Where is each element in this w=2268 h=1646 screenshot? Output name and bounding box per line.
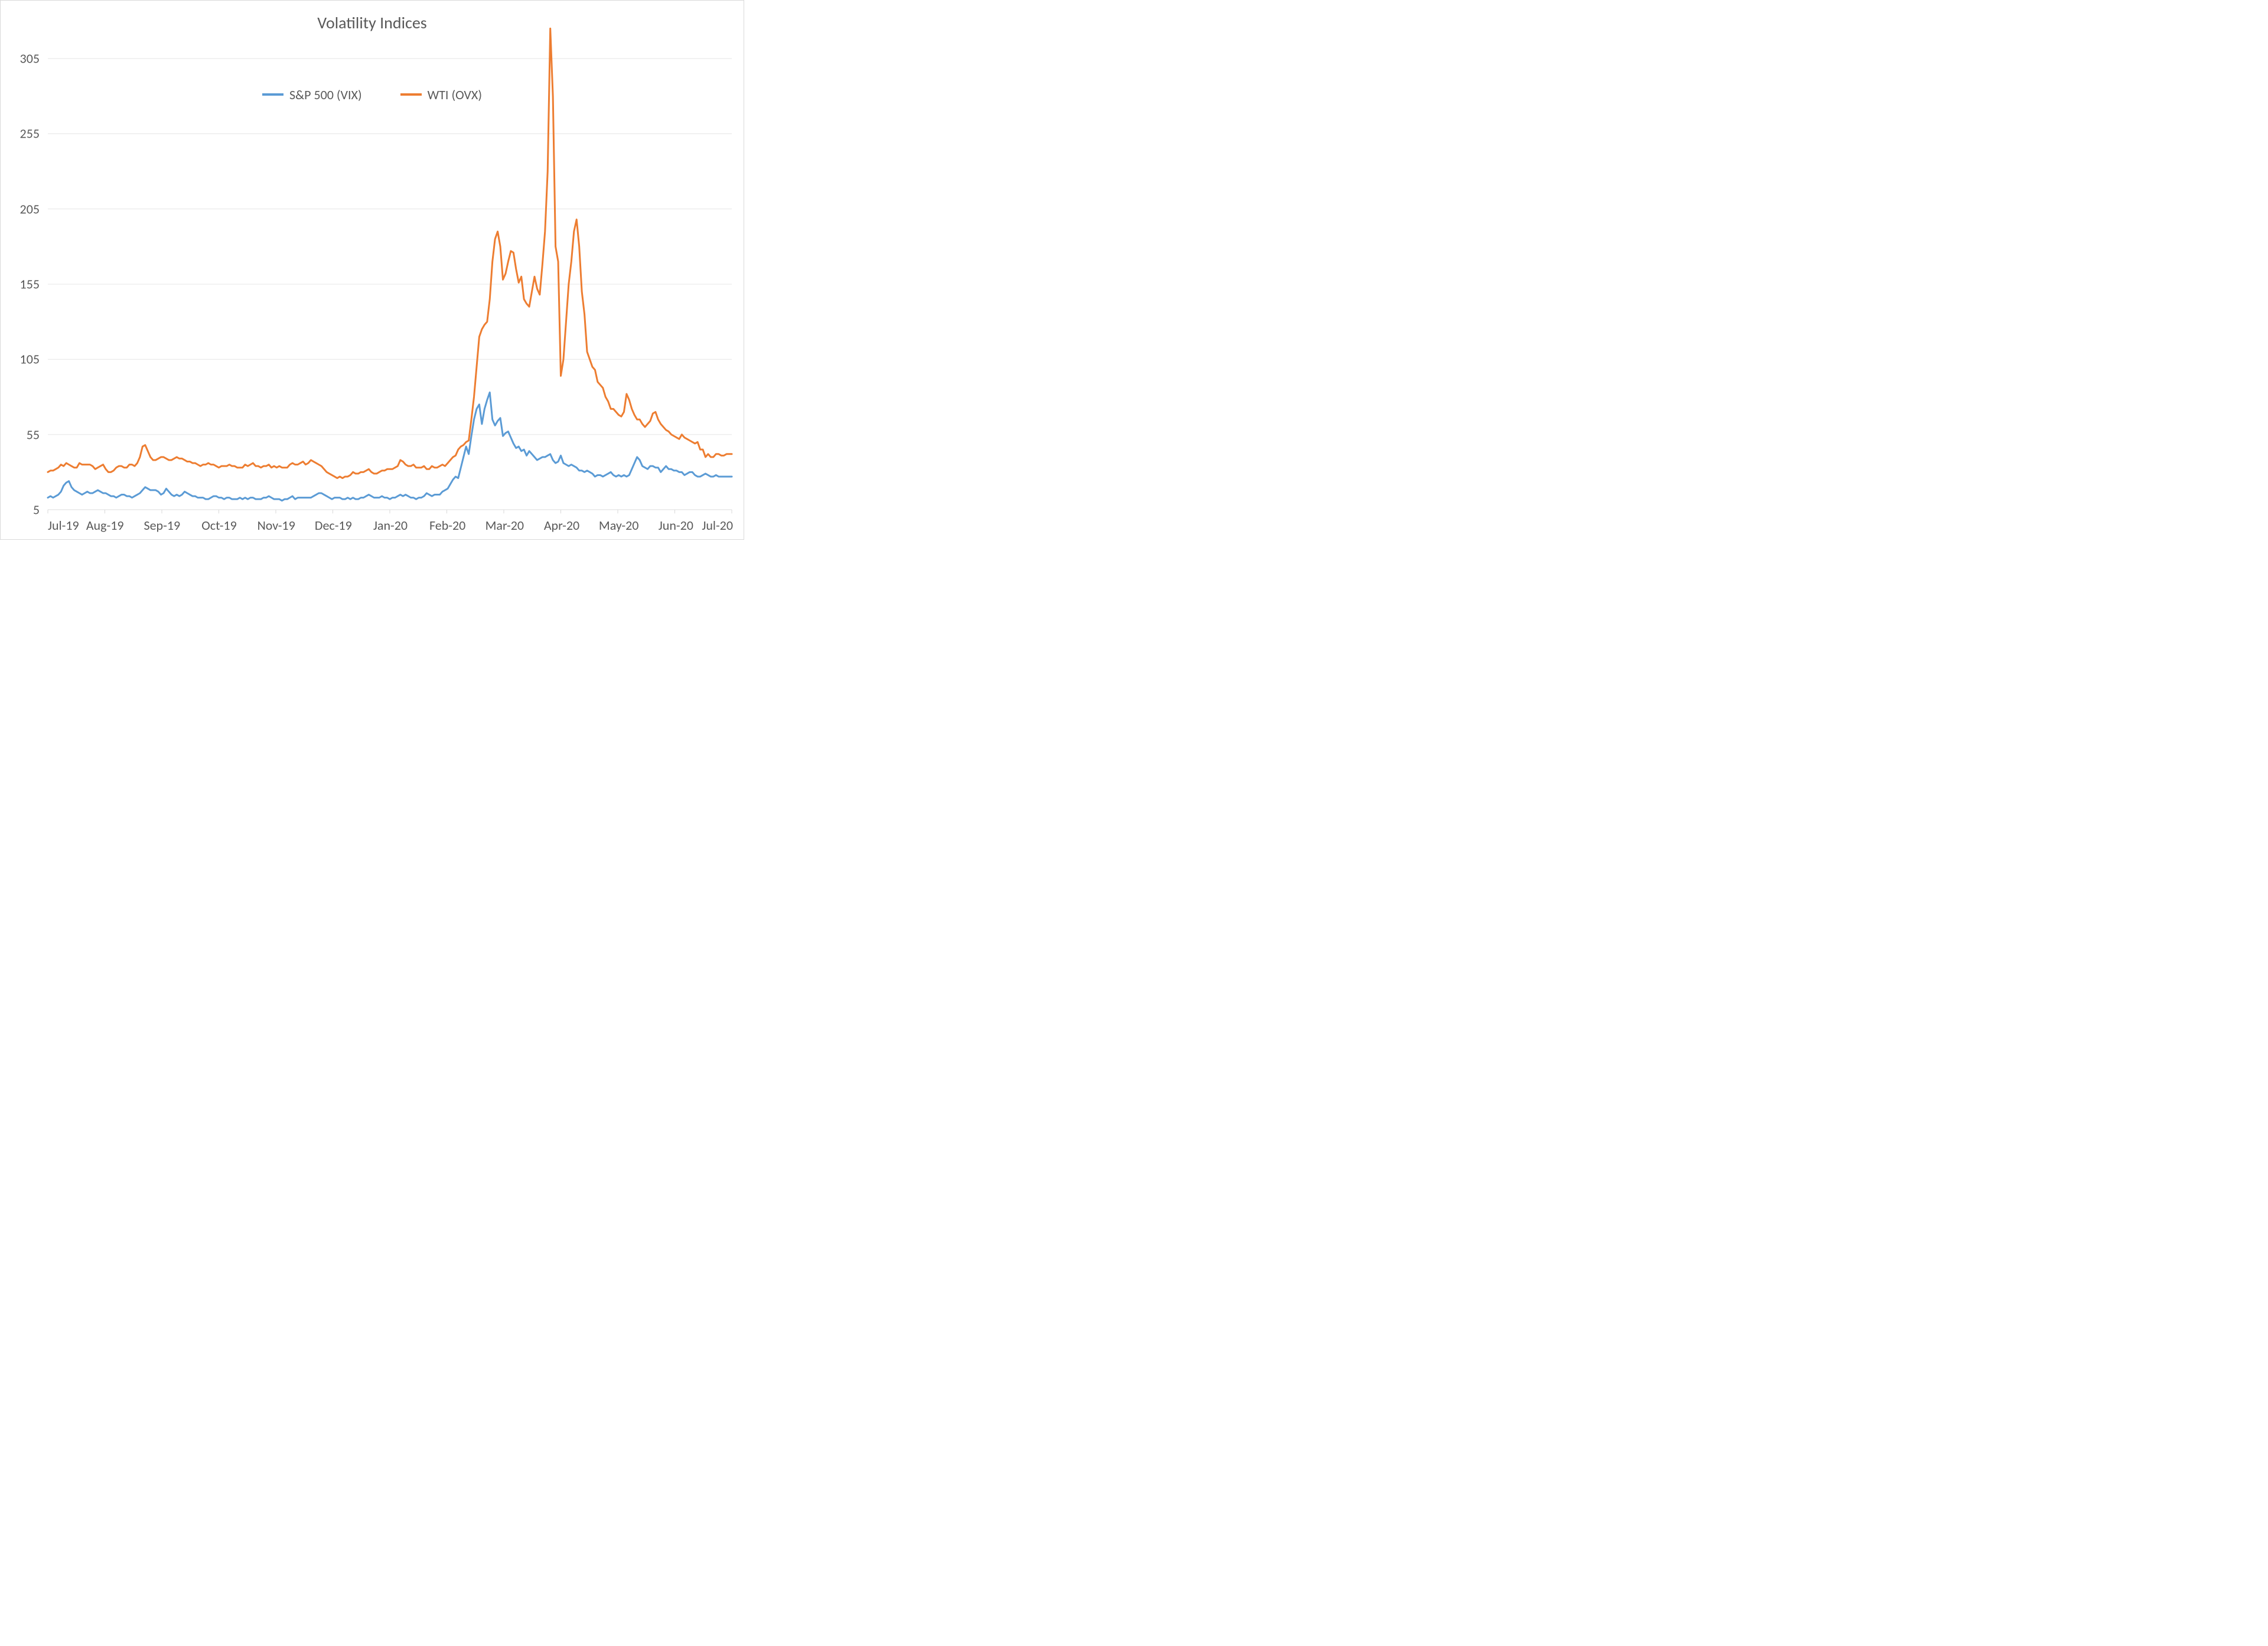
x-tick-label: Mar-20 (485, 517, 524, 533)
series-wti-ovx- (48, 28, 732, 478)
plot-svg (48, 36, 732, 510)
x-tick-label: Jan-20 (373, 517, 408, 533)
y-tick-label: 105 (20, 351, 40, 367)
y-tick-label: 155 (20, 276, 40, 292)
series-s-p-500-vix- (48, 392, 732, 500)
x-tick-label: Dec-19 (315, 517, 352, 533)
volatility-chart: Volatility Indices S&P 500 (VIX) WTI (OV… (0, 0, 744, 540)
x-tick-label: Apr-20 (544, 517, 579, 533)
x-tick-label: Feb-20 (429, 517, 465, 533)
x-tick-label: Oct-19 (201, 517, 237, 533)
x-tick-label: May-20 (599, 517, 638, 533)
y-tick-label: 5 (33, 502, 40, 518)
x-tick-label: Nov-19 (258, 517, 295, 533)
y-tick-label: 205 (20, 201, 40, 217)
plot-area: 555105155205255305 (48, 36, 732, 510)
x-tick-label: Jul-19 (48, 517, 79, 533)
y-tick-label: 305 (20, 51, 40, 67)
y-tick-label: 55 (27, 426, 40, 442)
x-tick-label: Aug-19 (86, 517, 124, 533)
x-tick-label: Sep-19 (144, 517, 181, 533)
series-group (48, 28, 732, 500)
x-tick-label: Jun-20 (659, 517, 693, 533)
gridlines (48, 58, 732, 510)
x-tick-label: Jul-20 (702, 517, 733, 533)
chart-title: Volatility Indices (1, 12, 744, 33)
y-tick-label: 255 (20, 126, 40, 142)
x-tick-marks (48, 510, 732, 513)
